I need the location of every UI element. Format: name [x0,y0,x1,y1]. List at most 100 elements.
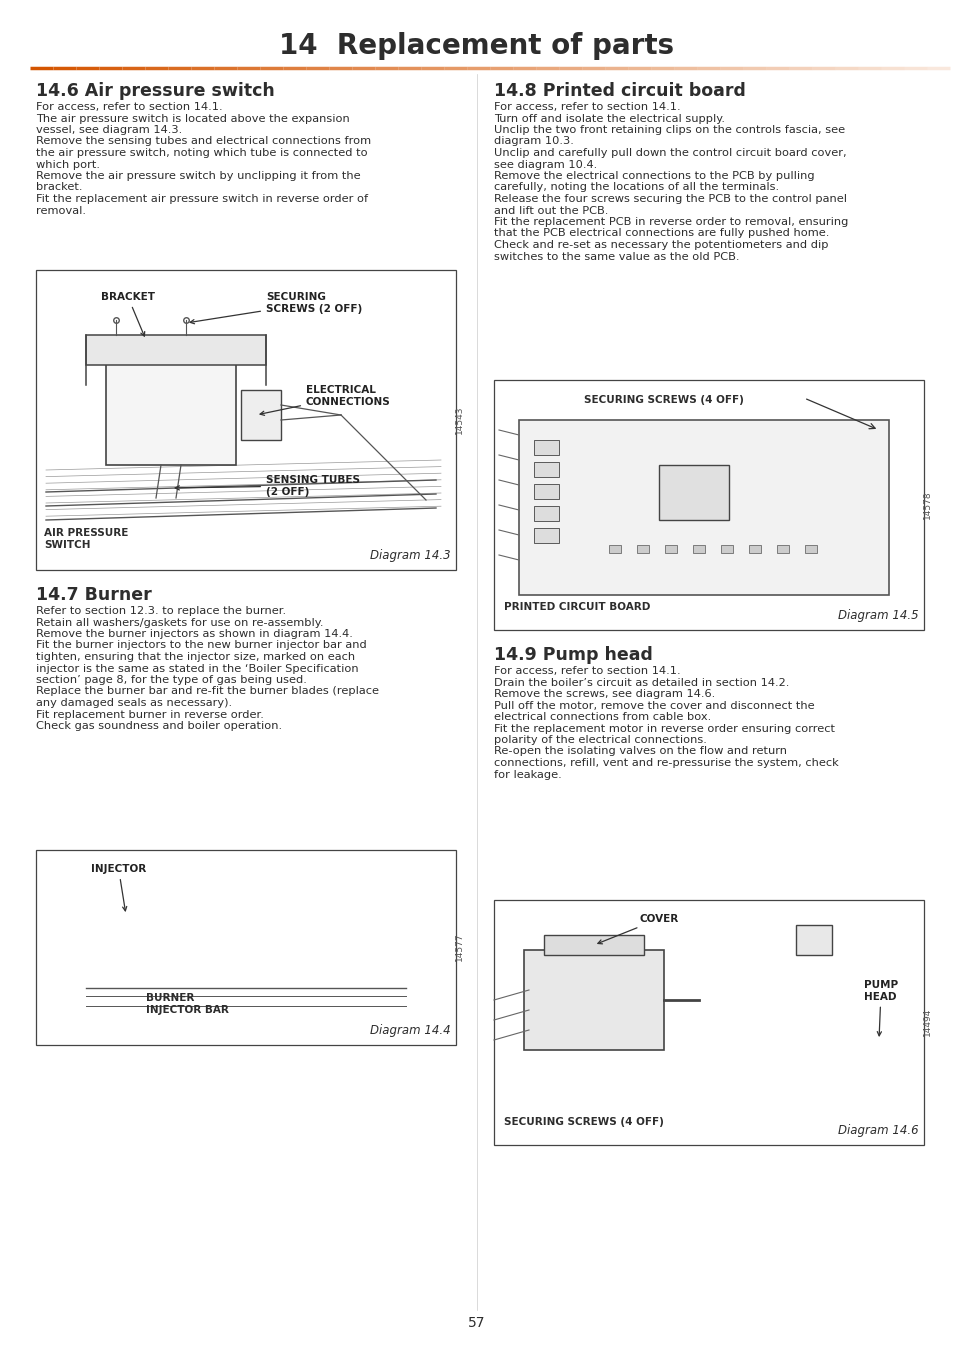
Text: carefully, noting the locations of all the terminals.: carefully, noting the locations of all t… [494,182,779,193]
Bar [659,464,728,520]
Text: Remove the electrical connections to the PCB by pulling: Remove the electrical connections to the… [494,171,814,181]
Text: Release the four screws securing the PCB to the control panel: Release the four screws securing the PCB… [494,194,846,204]
Text: Fit the replacement PCB in reverse order to removal, ensuring: Fit the replacement PCB in reverse order… [494,217,847,227]
Text: 57: 57 [468,1316,485,1330]
Text: Unclip the two front retaining clips on the controls fascia, see: Unclip the two front retaining clips on … [494,126,844,135]
Polygon shape [104,919,128,948]
Text: ELECTRICAL
CONNECTIONS: ELECTRICAL CONNECTIONS [260,385,391,416]
Text: For access, refer to section 14.1.: For access, refer to section 14.1. [36,103,222,112]
Text: The air pressure switch is located above the expansion: The air pressure switch is located above… [36,113,350,123]
Bar [664,545,677,554]
Text: For access, refer to section 14.1.: For access, refer to section 14.1. [494,666,679,676]
Text: the air pressure switch, noting which tube is connected to: the air pressure switch, noting which tu… [36,148,367,158]
Text: Remove the sensing tubes and electrical connections from: Remove the sensing tubes and electrical … [36,136,371,147]
Bar [692,545,704,554]
Text: Drain the boiler’s circuit as detailed in section 14.2.: Drain the boiler’s circuit as detailed i… [494,678,788,687]
Bar [534,506,558,521]
Bar [795,925,831,954]
Text: 14543: 14543 [454,406,463,435]
Text: SECURING SCREWS (4 OFF): SECURING SCREWS (4 OFF) [503,1116,663,1127]
Bar [776,545,788,554]
Bar [543,936,643,954]
Bar [748,545,760,554]
Text: 14  Replacement of parts: 14 Replacement of parts [279,32,674,59]
Text: Remove the burner injectors as shown in diagram 14.4.: Remove the burner injectors as shown in … [36,629,353,639]
Text: and lift out the PCB.: and lift out the PCB. [494,205,608,216]
Polygon shape [403,919,428,948]
Bar [804,545,816,554]
Text: Fit the replacement motor in reverse order ensuring correct: Fit the replacement motor in reverse ord… [494,724,834,733]
Bar [534,528,558,543]
Text: SECURING
SCREWS (2 OFF): SECURING SCREWS (2 OFF) [190,292,362,324]
Text: Fit the replacement air pressure switch in reverse order of: Fit the replacement air pressure switch … [36,194,368,204]
Text: SWITCH: SWITCH [44,540,91,549]
Text: tighten, ensuring that the injector size, marked on each: tighten, ensuring that the injector size… [36,652,355,662]
Text: Diagram 14.3: Diagram 14.3 [370,549,451,562]
Text: see diagram 10.4.: see diagram 10.4. [494,159,597,170]
Polygon shape [224,919,248,948]
Text: diagram 10.3.: diagram 10.3. [494,136,574,147]
Text: for leakage.: for leakage. [494,769,561,779]
Circle shape [793,1000,833,1040]
Text: 14494: 14494 [922,1008,930,1037]
Bar [106,360,235,464]
Bar [720,545,732,554]
Text: injector is the same as stated in the ‘Boiler Specification: injector is the same as stated in the ‘B… [36,663,358,674]
Bar [494,379,923,630]
Text: Remove the screws, see diagram 14.6.: Remove the screws, see diagram 14.6. [494,688,715,699]
Text: INJECTOR: INJECTOR [91,864,146,911]
Text: BURNER: BURNER [146,994,194,1003]
Text: For access, refer to section 14.1.: For access, refer to section 14.1. [494,103,679,112]
Text: Fit the burner injectors to the new burner injector bar and: Fit the burner injectors to the new burn… [36,640,366,651]
Text: Refer to section 12.3. to replace the burner.: Refer to section 12.3. to replace the bu… [36,606,286,616]
Text: any damaged seals as necessary).: any damaged seals as necessary). [36,698,232,707]
Circle shape [733,940,893,1100]
Polygon shape [344,919,368,948]
Bar [494,900,923,1145]
Text: Diagram 14.4: Diagram 14.4 [370,1025,451,1037]
Text: Check gas soundness and boiler operation.: Check gas soundness and boiler operation… [36,721,282,730]
Text: switches to the same value as the old PCB.: switches to the same value as the old PC… [494,251,739,262]
Text: 14.9 Pump head: 14.9 Pump head [494,647,652,664]
Bar [241,390,281,440]
Text: 14.7 Burner: 14.7 Burner [36,586,152,603]
Text: electrical connections from cable box.: electrical connections from cable box. [494,711,711,722]
Polygon shape [284,919,308,948]
Circle shape [769,976,857,1064]
Text: that the PCB electrical connections are fully pushed home.: that the PCB electrical connections are … [494,228,828,239]
Text: Diagram 14.5: Diagram 14.5 [838,609,918,622]
Text: Remove the air pressure switch by unclipping it from the: Remove the air pressure switch by unclip… [36,171,360,181]
Bar [534,462,558,477]
Bar [36,270,456,570]
Text: 14578: 14578 [922,490,930,520]
Text: COVER: COVER [598,914,678,944]
Text: Fit replacement burner in reverse order.: Fit replacement burner in reverse order. [36,710,264,720]
Text: which port.: which port. [36,159,100,170]
Bar [523,950,663,1050]
Text: INJECTOR BAR: INJECTOR BAR [146,1004,229,1015]
Text: bracket.: bracket. [36,182,82,193]
Text: PRINTED CIRCUIT BOARD: PRINTED CIRCUIT BOARD [503,602,650,612]
Text: SECURING SCREWS (4 OFF): SECURING SCREWS (4 OFF) [583,396,743,405]
Text: Pull off the motor, remove the cover and disconnect the: Pull off the motor, remove the cover and… [494,701,814,710]
Text: Check and re-set as necessary the potentiometers and dip: Check and re-set as necessary the potent… [494,240,827,250]
Text: BRACKET: BRACKET [101,292,154,336]
Polygon shape [66,895,426,919]
Text: Replace the burner bar and re-fit the burner blades (replace: Replace the burner bar and re-fit the bu… [36,687,378,697]
Text: Re-open the isolating valves on the flow and return: Re-open the isolating valves on the flow… [494,747,786,756]
Text: vessel, see diagram 14.3.: vessel, see diagram 14.3. [36,126,182,135]
Bar [534,485,558,500]
Text: Diagram 14.6: Diagram 14.6 [838,1125,918,1137]
Text: 14.6 Air pressure switch: 14.6 Air pressure switch [36,82,274,100]
Polygon shape [86,919,406,980]
Text: polarity of the electrical connections.: polarity of the electrical connections. [494,734,706,745]
Text: connections, refill, vent and re-pressurise the system, check: connections, refill, vent and re-pressur… [494,757,838,768]
Bar [637,545,648,554]
Polygon shape [164,919,188,948]
Bar [86,335,266,365]
Bar [534,440,558,455]
Text: Turn off and isolate the electrical supply.: Turn off and isolate the electrical supp… [494,113,724,123]
Bar [518,420,888,595]
Text: 14577: 14577 [454,933,463,961]
Bar [608,545,620,554]
